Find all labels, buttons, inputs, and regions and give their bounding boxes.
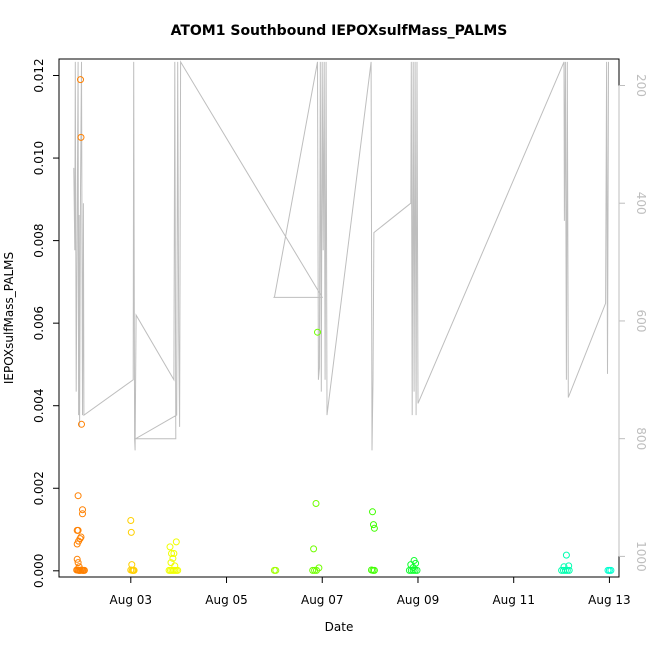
data-point [314,328,321,336]
x-tick-label: Aug 09 [397,593,440,607]
x-tick-label: Aug 07 [301,593,344,607]
x-axis-label: Date [325,620,354,634]
x-axis: Aug 03 Aug 05 Aug 07 Aug 09 Aug 11 Aug 13 [110,576,631,607]
data-point [77,133,85,141]
data-point [409,566,417,574]
y2-tick-label: 400 [634,192,648,215]
data-point [370,524,378,532]
y-tick-label: 0.002 [32,471,46,505]
chart-title: ATOM1 Southbound IEPOXsulfMass_PALMS [171,23,508,39]
data-point [74,559,82,567]
data-point [370,566,378,574]
y2-tick-label: 200 [634,74,648,97]
data-point [565,566,573,574]
data-point [78,420,85,428]
data-point [562,551,570,559]
data-point [413,566,421,574]
data-point [77,76,84,84]
y-tick-label: 0.012 [32,58,46,92]
data-point [79,506,86,514]
data-point [311,566,319,574]
y-tick-label: 0.010 [32,141,46,175]
data-point [74,526,82,534]
y-axis: 0.000 0.002 0.004 0.006 0.008 0.010 0.012 [32,58,60,588]
data-point [411,566,419,574]
data-point [312,500,320,507]
data-point [310,545,318,553]
data-point [166,543,174,551]
data-point [169,554,177,562]
data-point [563,566,571,574]
y2-axis: 200 400 600 800 1000 [618,74,648,572]
data-point [74,492,82,500]
data-point [607,566,615,574]
data-point [127,517,135,524]
y-tick-label: 0.000 [32,554,46,588]
data-point [272,566,280,574]
data-point [174,566,182,574]
data-point [130,566,138,574]
y-tick-label: 0.008 [32,223,46,257]
data-point [73,540,81,548]
x-tick-label: Aug 05 [205,593,248,607]
y2-tick-label: 600 [634,309,648,332]
data-point [172,538,180,546]
x-tick-label: Aug 13 [588,593,631,607]
data-points [73,76,615,574]
y2-tick-label: 1000 [634,541,648,572]
data-point [309,566,317,574]
data-point [313,566,320,574]
data-point [79,510,86,518]
data-point [369,508,376,516]
data-point [170,550,178,557]
data-point [73,555,81,563]
data-point [168,550,175,557]
data-point [370,521,377,529]
data-point [127,528,135,536]
x-tick-label: Aug 11 [492,593,535,607]
y2-tick-label: 800 [634,427,648,450]
pressure-trace [73,60,609,451]
y-tick-label: 0.004 [32,389,46,423]
y-tick-label: 0.006 [32,306,46,340]
data-point [565,562,573,570]
y-axis-label: IEPOXsulfMass_PALMS [2,252,16,384]
x-tick-label: Aug 03 [110,593,153,607]
data-point [80,566,88,574]
data-point [561,566,569,574]
pressure-line [73,60,609,451]
